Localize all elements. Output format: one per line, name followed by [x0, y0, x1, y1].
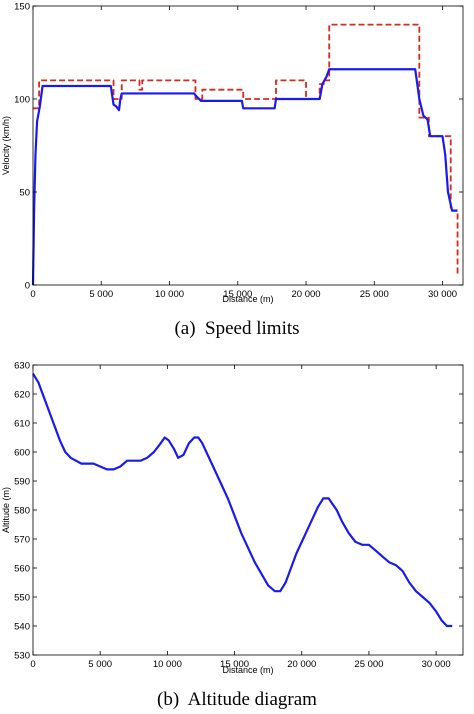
- altitude-x-tick-label: 10 000: [153, 659, 182, 670]
- altitude-y-tick-label: 550: [14, 593, 30, 604]
- altitude-y-tick-label: 600: [14, 448, 30, 459]
- speed-limits-x-tick-label: 0: [30, 289, 35, 300]
- altitude-y-tick-label: 540: [14, 622, 30, 633]
- altitude-plot-frame: [32, 364, 464, 656]
- altitude-y-tick-label: 590: [14, 477, 30, 488]
- altitude-marks: [32, 373, 453, 628]
- speed-limits-x-axis-label: Distance (m): [222, 294, 273, 304]
- speed-limits-y-tick-label: 150: [14, 2, 30, 13]
- altitude-x-tick-label: 20 000: [287, 659, 316, 670]
- altitude-x-tick-label: 15 000: [220, 659, 249, 670]
- speed-limits-plot-frame: [32, 5, 464, 286]
- speed-limits-y-tick-label: 100: [14, 95, 30, 106]
- speed-limits-x-tick-label: 10 000: [155, 289, 184, 300]
- speed-limits-x-tick-label: 30 000: [428, 289, 457, 300]
- speed-limits-y-axis-label: Velocity (km/h): [1, 116, 11, 175]
- altitude-y-tick-label: 620: [14, 390, 30, 401]
- altitude-series-profile-line: [32, 373, 453, 628]
- altitude-x-tick-label: 0: [30, 659, 35, 670]
- altitude-y-tick-label: 530: [14, 651, 30, 662]
- altitude-y-axis-label: Altitude (m): [1, 487, 11, 533]
- altitude-y-tick-label: 610: [14, 419, 30, 430]
- altitude-y-tick-label: 580: [14, 506, 30, 517]
- altitude-ticks: 0 5 000 10 000 15 000 20 000 25 000 30 000 530 5…: [14, 361, 463, 670]
- altitude-chart: 0 5 000 10 000 15 000 20 000 25 000 30 000 530 5…: [1, 361, 464, 710]
- altitude-x-tick-label: 25 000: [354, 659, 383, 670]
- speed-limits-chart: 0 5 000 10 000 15 000 20 000 25 000 30 000 0 50 1…: [1, 2, 464, 339]
- speed-limits-ticks: 0 5 000 10 000 15 000 20 000 25 000 30 000 0 50 1…: [14, 2, 463, 300]
- altitude-y-tick-label: 570: [14, 535, 30, 546]
- altitude-x-axis-label: Distance (m): [222, 665, 273, 675]
- speed-limits-x-tick-label: 15 000: [223, 289, 252, 300]
- speed-limits-y-tick-label: 50: [19, 188, 30, 199]
- speed-limits-x-tick-label: 5 000: [89, 289, 113, 300]
- speed-limits-x-tick-label: 25 000: [360, 289, 389, 300]
- altitude-caption: (b) Altitude diagram: [157, 689, 317, 710]
- speed-limits-caption: (a) Speed limits: [174, 318, 299, 339]
- altitude-y-tick-label: 630: [14, 361, 30, 372]
- speed-limits-series-limit-line: [33, 23, 459, 276]
- speed-limits-x-tick-label: 20 000: [291, 289, 320, 300]
- speed-limits-marks: [31, 23, 459, 286]
- altitude-y-tick-label: 560: [14, 564, 30, 575]
- speed-limits-y-tick-label: 0: [25, 281, 30, 292]
- speed-limits-series-profile-line: [31, 68, 458, 286]
- altitude-x-tick-label: 30 000: [422, 659, 451, 670]
- altitude-x-tick-label: 5 000: [88, 659, 112, 670]
